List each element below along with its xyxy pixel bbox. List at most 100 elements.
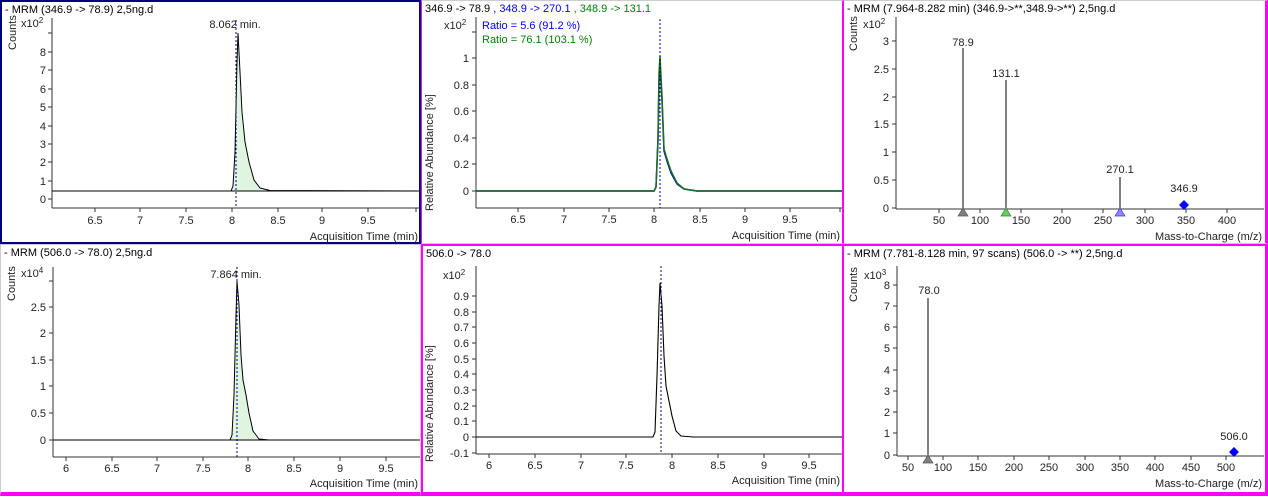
triangle-marker-icon [1000, 207, 1012, 217]
svg-text:200: 200 [1053, 215, 1071, 227]
svg-text:7: 7 [40, 65, 46, 77]
svg-text:7: 7 [561, 214, 567, 226]
y-axis-label: Counts [6, 266, 18, 301]
svg-text:6.5: 6.5 [87, 215, 102, 227]
svg-text:2: 2 [40, 157, 46, 169]
x-axis-label: Acquisition Time (min) [732, 230, 840, 242]
svg-text:400: 400 [1218, 215, 1236, 227]
svg-text:9: 9 [319, 215, 325, 227]
svg-text:506.0: 506.0 [1220, 431, 1248, 443]
svg-text:8: 8 [669, 460, 675, 472]
panel-title: - MRM (7.964-8.282 min) (346.9->**,348.9… [847, 3, 1116, 15]
y-exponent: x102 [443, 268, 466, 282]
overlay-plot: Relative Abundance [%] x102 0 0.2 0.4 0.6 0… [424, 17, 842, 242]
svg-text:3: 3 [883, 36, 889, 48]
svg-text:8.5: 8.5 [692, 214, 707, 226]
y-axis-label: Relative Abundance [%] [424, 94, 436, 211]
panel-title: - MRM (506.0 -> 78.0) 2,5ng.d [4, 247, 153, 259]
svg-text:8.5: 8.5 [710, 460, 725, 472]
svg-text:2: 2 [883, 92, 889, 104]
y-axis-label: Relative Abundance [%] [424, 345, 436, 462]
svg-text:0.5: 0.5 [454, 354, 469, 366]
y-axis-label: Counts [848, 267, 860, 302]
svg-text:8: 8 [229, 215, 235, 227]
ratio-label-2: Ratio = 76.1 (103.1 %) [482, 34, 592, 46]
svg-text:4: 4 [884, 365, 890, 377]
svg-text:8: 8 [245, 463, 251, 475]
svg-text:0.2: 0.2 [454, 159, 469, 171]
svg-text:9: 9 [761, 460, 767, 472]
qualifier-overlay-panel[interactable]: 346.9 -> 78.9 , 348.9 -> 270.1 , 348.9 -… [421, 0, 844, 244]
svg-text:1.5: 1.5 [31, 355, 46, 367]
svg-text:6: 6 [63, 463, 69, 475]
x-axis-label: Acquisition Time (min) [310, 231, 418, 243]
peak-label: 7.864 min. [210, 269, 261, 281]
chromatogram-panel-istd[interactable]: - MRM (506.0 -> 78.0) 2,5ng.d Counts x10… [0, 244, 421, 496]
ratio-label-1: Ratio = 5.6 (91.2 %) [482, 20, 580, 32]
svg-text:6.5: 6.5 [104, 463, 119, 475]
svg-text:3: 3 [40, 139, 46, 151]
triangle-marker-icon [957, 207, 969, 217]
svg-text:150: 150 [969, 462, 987, 474]
x-axis-label: Acquisition Time (min) [310, 478, 418, 490]
spectrum-panel-quant[interactable]: - MRM (7.964-8.282 min) (346.9->**,348.9… [844, 0, 1268, 244]
svg-text:8: 8 [40, 47, 46, 59]
svg-text:100: 100 [934, 462, 952, 474]
svg-text:7: 7 [884, 301, 890, 313]
x-axis-label: Acquisition Time (min) [732, 475, 840, 487]
svg-text:9.5: 9.5 [360, 215, 375, 227]
svg-text:3: 3 [884, 386, 890, 398]
svg-text:7.5: 7.5 [618, 460, 633, 472]
svg-text:0: 0 [40, 435, 46, 447]
svg-text:0.7: 0.7 [454, 322, 469, 334]
svg-text:350: 350 [1177, 215, 1195, 227]
spectrum-panel-istd[interactable]: - MRM (7.781-8.128 min, 97 scans) (506.0… [844, 244, 1268, 496]
svg-text:100: 100 [971, 215, 989, 227]
chromatogram-plot: Counts x104 0 0.5 1 1.5 2 2.5 6 6.5 7 7.5 8 8.5 9… [6, 266, 420, 490]
svg-text:9.5: 9.5 [378, 463, 393, 475]
svg-text:131.1: 131.1 [992, 68, 1020, 80]
svg-text:346.9: 346.9 [1170, 183, 1198, 195]
svg-text:0.8: 0.8 [454, 80, 469, 92]
svg-text:400: 400 [1146, 462, 1164, 474]
svg-text:6: 6 [486, 460, 492, 472]
svg-text:78.0: 78.0 [918, 285, 939, 297]
triangle-marker-icon [922, 454, 934, 464]
istd-overlay-panel[interactable]: 506.0 -> 78.0 Relative Abundance [%] x10… [421, 244, 844, 496]
svg-text:1.5: 1.5 [874, 119, 889, 131]
y-axis-label: Counts [848, 16, 860, 51]
svg-text:8.5: 8.5 [270, 215, 285, 227]
panel-title: - MRM (7.781-8.128 min, 97 scans) (506.0… [847, 248, 1123, 260]
svg-text:9: 9 [337, 463, 343, 475]
triangle-marker-icon [1114, 207, 1126, 217]
svg-text:0.1: 0.1 [454, 416, 469, 428]
svg-text:0.6: 0.6 [454, 338, 469, 350]
y-exponent: x104 [21, 266, 44, 280]
svg-text:8: 8 [651, 214, 657, 226]
svg-text:1: 1 [40, 176, 46, 188]
y-exponent: x102 [863, 17, 886, 31]
spectrum-plot: Counts x103 0 1 2 3 4 5 6 7 8 50 100 150 200 250 30… [848, 266, 1264, 490]
svg-text:7: 7 [137, 215, 143, 227]
svg-text:78.9: 78.9 [952, 37, 973, 49]
y-axis-label: Counts [7, 15, 19, 50]
svg-text:7.5: 7.5 [178, 215, 193, 227]
svg-text:6: 6 [40, 84, 46, 96]
svg-text:9: 9 [742, 214, 748, 226]
y-exponent: x103 [864, 268, 887, 282]
svg-text:2: 2 [40, 328, 46, 340]
svg-text:5: 5 [884, 343, 890, 355]
svg-text:250: 250 [1094, 215, 1112, 227]
svg-text:-0.1: -0.1 [450, 448, 469, 460]
svg-text:0.4: 0.4 [454, 369, 469, 381]
peak-label: 8.062 min. [209, 19, 260, 31]
svg-text:0.3: 0.3 [454, 385, 469, 397]
svg-text:500: 500 [1217, 462, 1235, 474]
chromatogram-panel-quant[interactable]: - MRM (346.9 -> 78.9) 2,5ng.d Counts x10… [0, 0, 421, 244]
x-axis-label: Mass-to-Charge (m/z) [1155, 231, 1262, 243]
panel-title: 346.9 -> 78.9 , 348.9 -> 270.1 , 348.9 -… [425, 3, 652, 15]
svg-text:250: 250 [1040, 462, 1058, 474]
svg-text:0.4: 0.4 [454, 133, 469, 145]
svg-text:8.5: 8.5 [286, 463, 301, 475]
svg-text:9.5: 9.5 [801, 460, 816, 472]
